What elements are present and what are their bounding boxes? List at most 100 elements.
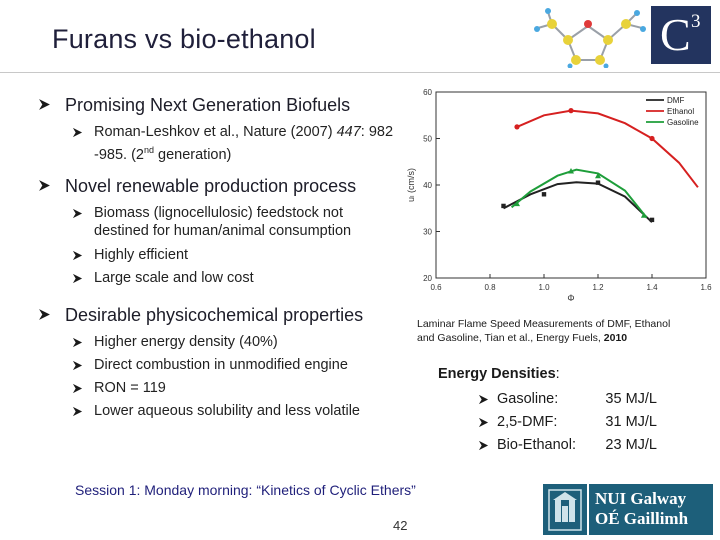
sub-bullet-text: Lower aqueous solubility and less volati…	[94, 403, 360, 419]
reference-pages: : 982	[360, 124, 394, 140]
data-point-ethanol	[649, 135, 655, 142]
fuel-value: 35 MJ/L	[605, 391, 657, 407]
data-point-ethanol	[568, 108, 574, 114]
y-tick-label: 60	[423, 88, 432, 97]
sub-bullet-ron: RON = 119	[72, 380, 166, 398]
arrow-bullet-icon	[38, 179, 51, 192]
fuel-name: Gasoline:	[497, 391, 559, 407]
arrow-bullet-icon	[72, 337, 83, 348]
c3-logo: C 3	[651, 6, 711, 64]
energy-row-dmf: 2,5-DMF: 31 MJ/L	[478, 414, 657, 430]
caption-year: 2010	[603, 331, 628, 344]
legend-label-ethanol: Ethanol	[667, 107, 694, 116]
arrow-bullet-icon	[38, 98, 51, 111]
caption-line-1: Laminar Flame Speed Measurements of DMF,…	[417, 318, 671, 330]
reference-ordinal: nd	[143, 144, 154, 155]
energy-densities-title: Energy Densities	[438, 366, 556, 382]
data-point-dmf	[541, 192, 547, 197]
arrow-bullet-icon	[72, 360, 83, 371]
sub-bullet-text: Highly efficient	[94, 247, 189, 263]
biomass-line-2: destined for human/animal consumption	[94, 222, 352, 239]
slide-title: Furans vs bio-ethanol	[52, 24, 316, 54]
nui-crest-icon	[543, 484, 587, 535]
legend-label-dmf: DMF	[667, 96, 684, 105]
data-point-gasoline	[514, 200, 520, 207]
bullet-properties: Desirable physicochemical properties	[38, 305, 363, 326]
data-point-gasoline	[640, 212, 647, 218]
biomass-line-1: Biomass (lignocellulosic) feedstock not	[94, 205, 344, 221]
session-footer: Session 1: Monday morning: “Kinetics of …	[75, 482, 416, 498]
reference-authors: Roman-Leshkov et al., Nature (2007)	[94, 124, 337, 140]
y-tick-label: 50	[423, 135, 432, 144]
sub-bullet-text: Higher energy density (40%)	[94, 334, 278, 350]
x-tick-label: 1.2	[592, 283, 604, 292]
fuel-name: 2,5-DMF:	[497, 414, 558, 430]
arrow-bullet-icon	[478, 440, 489, 451]
arrow-bullet-icon	[72, 273, 83, 284]
caption-line-2: and Gasoline, Tian et al., Energy Fuels,	[417, 331, 604, 344]
x-tick-label: 0.8	[484, 283, 496, 292]
data-point-gasoline	[595, 172, 601, 179]
energy-densities-colon: :	[555, 366, 560, 382]
nui-logo-line-2: OÉ Gaillimh	[595, 509, 689, 528]
reference-volume: 447	[336, 124, 361, 140]
bullet-text: Novel renewable production process	[65, 176, 357, 196]
arrow-bullet-icon	[72, 406, 83, 417]
bullet-biofuels: Promising Next Generation Biofuels	[38, 95, 350, 116]
bullet-production: Novel renewable production process	[38, 176, 356, 197]
furan-molecule-icon	[534, 8, 646, 68]
c3-logo-superscript: 3	[691, 11, 701, 32]
data-point-dmf	[595, 180, 601, 185]
energy-densities-heading: Energy Densities:	[438, 366, 560, 382]
x-axis-label: Φ	[567, 293, 574, 302]
nui-logo-text: NUI Galway OÉ Gaillimh	[589, 484, 713, 535]
sub-bullet-scale: Large scale and low cost	[72, 270, 254, 288]
bullet-text: Desirable physicochemical properties	[65, 305, 364, 325]
title-divider	[0, 72, 720, 73]
data-point-ethanol	[514, 124, 520, 130]
y-tick-label: 40	[423, 181, 432, 190]
energy-row-bioethanol: Bio-Ethanol: 23 MJ/L	[478, 437, 657, 453]
sub-bullet-solubility: Lower aqueous solubility and less volati…	[72, 403, 360, 421]
x-tick-label: 0.6	[430, 283, 442, 292]
c3-logo-letter: C	[660, 9, 691, 60]
arrow-bullet-icon	[478, 394, 489, 405]
data-point-gasoline	[568, 168, 574, 174]
arrow-bullet-icon	[38, 308, 51, 321]
sub-bullet-text: RON = 119	[94, 380, 166, 396]
fuel-name: Bio-Ethanol:	[497, 437, 576, 453]
sub-bullet-text: Biomass (lignocellulosic) feedstock not d…	[94, 205, 351, 240]
series-line-gasoline	[510, 168, 648, 219]
sub-bullet-text: Roman-Leshkov et al., Nature (2007) 447:…	[94, 124, 393, 164]
arrow-bullet-icon	[72, 250, 83, 261]
page-number: 42	[393, 518, 408, 533]
y-tick-label: 30	[423, 228, 432, 237]
x-tick-label: 1.0	[538, 283, 550, 292]
sub-bullet-efficient: Highly efficient	[72, 247, 188, 265]
flame-speed-chart-svg: 0.6 0.8 1.0 1.2 1.4 1.6 20 30 40 50 60 Φuₗ (cm/s) DM…	[406, 88, 712, 302]
y-axis-label: uₗ (cm/s)	[406, 168, 416, 202]
reference-pages-end: -985. (2	[94, 146, 144, 163]
series-line-dmf	[503, 181, 653, 223]
chart-caption: Laminar Flame Speed Measurements of DMF,…	[417, 318, 713, 345]
chart-plot-frame	[435, 91, 707, 279]
legend-label-gasoline: Gasoline	[667, 118, 699, 127]
nui-galway-logo: NUI Galway OÉ Gaillimh	[543, 484, 713, 535]
bullet-text: Promising Next Generation Biofuels	[65, 95, 351, 115]
data-point-dmf	[649, 217, 655, 223]
x-tick-label: 1.6	[700, 283, 712, 292]
sub-bullet-biomass: Biomass (lignocellulosic) feedstock not d…	[72, 205, 351, 240]
reference-generation: generation)	[154, 146, 232, 163]
sub-bullet-text: Large scale and low cost	[94, 270, 254, 286]
fuel-value: 23 MJ/L	[605, 437, 657, 453]
sub-bullet-reference: Roman-Leshkov et al., Nature (2007) 447:…	[72, 124, 393, 164]
sub-bullet-combustion: Direct combustion in unmodified engine	[72, 357, 348, 375]
y-tick-label: 20	[423, 274, 432, 283]
nui-logo-line-1: NUI Galway	[595, 489, 687, 508]
arrow-bullet-icon	[72, 208, 83, 219]
x-tick-label: 1.4	[646, 283, 658, 292]
arrow-bullet-icon	[72, 127, 83, 138]
arrow-bullet-icon	[72, 383, 83, 394]
sub-bullet-text: Direct combustion in unmodified engine	[94, 357, 348, 373]
